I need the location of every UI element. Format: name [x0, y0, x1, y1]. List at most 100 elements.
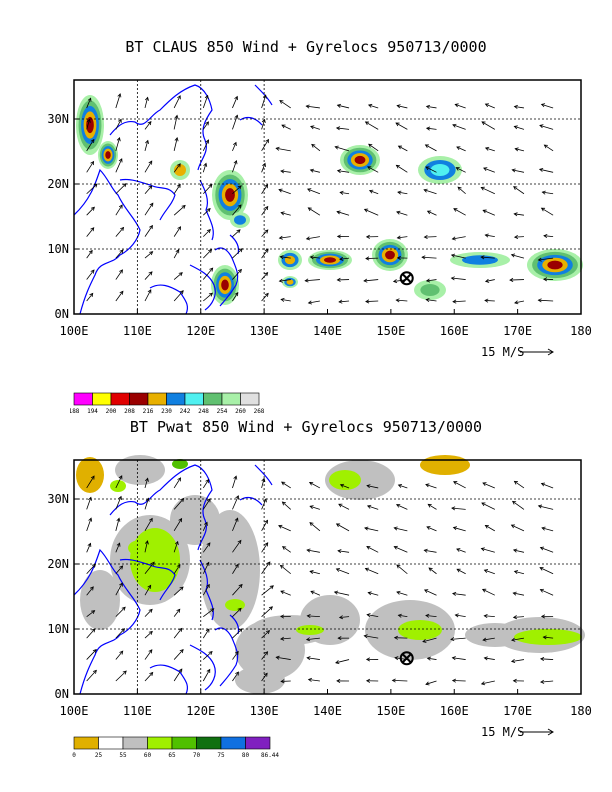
wind-vector-head	[149, 224, 153, 230]
wind-vector-head	[336, 678, 341, 683]
wind-vector-head	[118, 204, 123, 209]
wind-vector	[261, 139, 269, 152]
wind-vector-head	[93, 183, 98, 188]
wind-vector	[539, 567, 554, 575]
wind-vector-head	[305, 637, 311, 642]
wind-vector	[309, 482, 321, 489]
wind-vector-head	[120, 226, 125, 231]
wind-vector-head	[275, 146, 280, 151]
wind-vector	[232, 96, 238, 109]
wind-vector	[538, 505, 554, 510]
wind-vector	[173, 137, 178, 151]
wind-vector	[396, 591, 408, 596]
coastline-segment	[189, 644, 216, 691]
wind-vector-head	[367, 166, 372, 170]
wind-vector	[86, 161, 94, 173]
wind-vector	[115, 565, 123, 575]
wind-vector-head	[262, 162, 266, 167]
wind-vector	[86, 250, 93, 259]
colorbar-label: 194	[87, 408, 98, 414]
wind-vector	[261, 119, 265, 130]
lon-label: 170E	[503, 324, 532, 338]
wind-vector-head	[422, 639, 427, 643]
wind-vector	[281, 298, 291, 302]
map-frame	[73, 79, 582, 315]
latitude-labels: 30N 20N 10N 0N	[47, 112, 79, 321]
wind-vector	[481, 121, 496, 130]
wind-vector-head	[543, 144, 548, 149]
gyre-location-marker	[399, 651, 414, 666]
wind-vector-head	[365, 299, 370, 304]
wind-vector-head	[338, 503, 343, 508]
wind-vector-head	[261, 477, 266, 482]
wind-vector-head	[513, 104, 518, 109]
pwat-region	[398, 620, 442, 640]
wind-vector	[484, 657, 495, 660]
wind-vector	[173, 205, 186, 216]
wind-vector-head	[148, 160, 153, 165]
latitude-labels: 30N 20N 10N 0N	[47, 492, 79, 701]
reference-vector-label: 15 M/S	[481, 725, 524, 739]
wind-vector	[261, 248, 269, 259]
wind-vector-head	[90, 269, 95, 274]
wind-vector	[144, 518, 153, 532]
pwat-region	[200, 510, 260, 630]
wind-vector-head	[233, 475, 238, 480]
wind-vector-head	[396, 255, 401, 260]
wind-vector	[86, 649, 97, 660]
wind-vector-head	[279, 255, 284, 260]
wind-vector-head	[393, 545, 398, 550]
wind-vector	[144, 289, 152, 302]
wind-vector-head	[539, 546, 545, 551]
wind-vector-head	[206, 207, 211, 213]
lon-label: 160E	[440, 324, 469, 338]
wind-vector	[261, 520, 268, 532]
wind-vector-head	[509, 277, 514, 282]
wind-vector-head	[425, 613, 430, 618]
wind-vector-head	[395, 503, 401, 508]
wind-vector	[86, 475, 95, 489]
wind-vector	[426, 279, 437, 282]
wind-vector-head	[456, 548, 461, 552]
wind-vector	[310, 590, 321, 596]
lon-label: 110E	[123, 324, 152, 338]
colorbar-swatch	[73, 392, 93, 406]
wind-vector-head	[368, 189, 374, 194]
wind-vector-head	[481, 121, 486, 126]
wind-vector-head	[305, 104, 310, 109]
wind-vector	[395, 122, 408, 130]
wind-vector	[540, 658, 554, 660]
lat-label: 10N	[47, 242, 69, 256]
wind-vector-head	[210, 608, 215, 613]
gyre-marker-circle	[399, 651, 414, 666]
wind-vector-head	[264, 519, 268, 524]
wind-vector-head	[366, 546, 371, 550]
wind-vector	[276, 147, 291, 152]
wind-vector-head	[452, 299, 457, 304]
wind-vector-head	[269, 585, 274, 590]
lon-label: 100E	[60, 704, 89, 718]
colorbar-label: 254	[217, 408, 228, 414]
wind-vector	[543, 636, 554, 639]
wind-vector	[514, 300, 525, 304]
wind-vector	[451, 507, 466, 510]
wind-vector-head	[280, 169, 285, 174]
wind-vector	[308, 300, 320, 304]
wind-vector	[311, 144, 321, 152]
wind-vector-head	[451, 236, 456, 241]
wind-vector-head	[117, 93, 122, 98]
wind-vector-head	[238, 583, 243, 589]
wind-vector	[456, 167, 466, 173]
wind-vector	[261, 498, 267, 510]
lon-label: 100E	[60, 324, 89, 338]
wind-vector	[86, 628, 96, 639]
wind-vector-head	[208, 249, 213, 254]
wind-vector-head	[484, 146, 490, 151]
wind-vector	[392, 680, 408, 682]
lat-label: 30N	[47, 112, 69, 126]
wind-vector	[482, 482, 495, 489]
wind-vector	[115, 204, 123, 216]
wind-vector	[173, 184, 181, 194]
wind-vector-head	[264, 651, 269, 656]
wind-vector	[232, 142, 237, 152]
